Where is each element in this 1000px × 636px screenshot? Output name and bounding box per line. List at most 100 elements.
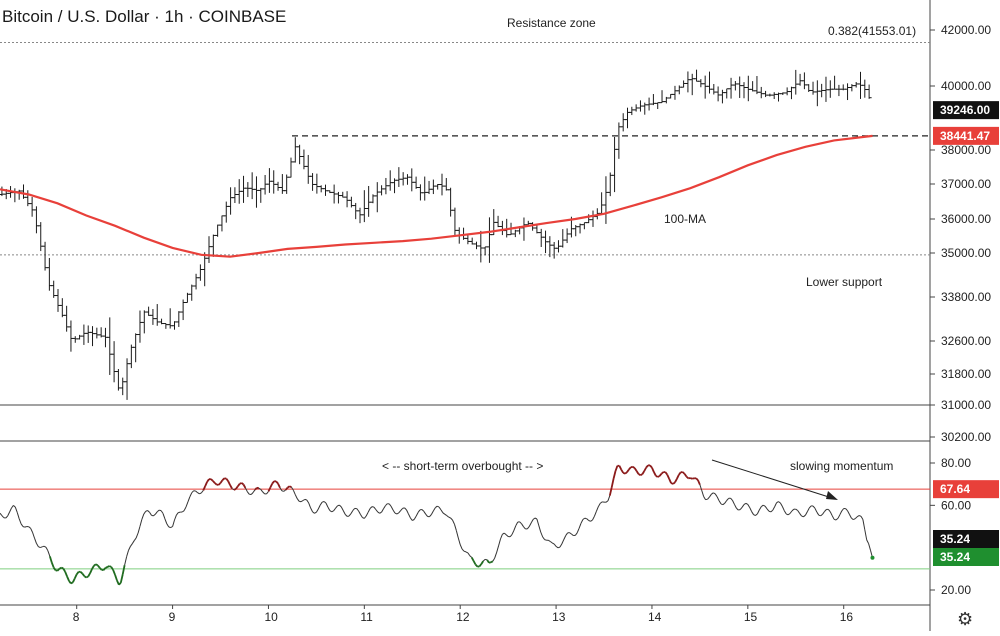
rsi-segment bbox=[125, 557, 127, 566]
rsi-segment bbox=[188, 497, 190, 502]
rsi-segment bbox=[798, 511, 800, 514]
rsi-segment bbox=[520, 522, 522, 524]
rsi-segment bbox=[328, 507, 330, 510]
rsi-segment bbox=[679, 472, 681, 475]
rsi-segment bbox=[744, 503, 746, 504]
rsi-segment bbox=[493, 558, 495, 561]
price-tick-label: 42000.00 bbox=[941, 23, 991, 37]
rsi-segment bbox=[796, 509, 798, 510]
rsi-segment bbox=[228, 481, 230, 485]
price-pane: Resistance zone0.382(41553.01)100-MALowe… bbox=[0, 16, 930, 405]
rsi-segment bbox=[642, 471, 644, 474]
rsi-segment bbox=[468, 553, 470, 556]
rsi-segment bbox=[583, 518, 585, 519]
rsi-segment bbox=[464, 551, 466, 552]
rsi-segment bbox=[29, 527, 31, 529]
rsi-segment bbox=[330, 511, 332, 512]
rsi-segment bbox=[612, 479, 614, 488]
rsi-segment bbox=[700, 485, 702, 491]
rsi-segment bbox=[119, 583, 121, 585]
rsi-segment bbox=[476, 565, 478, 567]
rsi-segment bbox=[704, 497, 706, 500]
rsi-segment bbox=[401, 508, 403, 510]
rsi-segment bbox=[416, 513, 418, 517]
rsi-segment bbox=[529, 523, 531, 527]
rsi-segment bbox=[115, 575, 117, 581]
rsi-segment bbox=[819, 515, 821, 516]
rsi-segment bbox=[100, 568, 102, 570]
rsi-segment bbox=[458, 538, 460, 545]
rsi-segment bbox=[571, 534, 573, 536]
rsi-segment bbox=[372, 507, 374, 508]
rsi-segment bbox=[234, 489, 236, 490]
rsi-segment bbox=[422, 510, 424, 512]
rsi-segment bbox=[619, 466, 621, 470]
rsi-segment bbox=[702, 491, 704, 497]
rsi-segment bbox=[660, 474, 662, 476]
rsi-segment bbox=[144, 511, 146, 514]
rsi-segment bbox=[385, 504, 387, 506]
rsi-segment bbox=[361, 515, 363, 518]
price-tick-label: 30200.00 bbox=[941, 430, 991, 444]
rsi-segment bbox=[407, 510, 409, 514]
rsi-segment bbox=[495, 553, 497, 559]
rsi-segment bbox=[533, 518, 535, 520]
rsi-segment bbox=[813, 506, 815, 508]
rsi-segment bbox=[96, 564, 98, 565]
rsi-segment bbox=[853, 519, 855, 520]
rsi-segment bbox=[635, 468, 637, 471]
rsi-segment bbox=[44, 546, 46, 547]
rsi-segment bbox=[136, 533, 138, 538]
rsi-segment bbox=[545, 540, 547, 541]
rsi-segment bbox=[391, 507, 393, 511]
rsi-segment bbox=[455, 524, 457, 530]
rsi-segment bbox=[184, 507, 186, 511]
rsi-segment bbox=[186, 502, 188, 507]
rsi-segment bbox=[178, 512, 180, 513]
rsi-segment bbox=[677, 475, 679, 479]
rsi-segment bbox=[800, 513, 802, 516]
rsi-segment bbox=[278, 484, 280, 488]
rsi-segment bbox=[71, 582, 73, 583]
rsi-segment bbox=[98, 565, 100, 567]
rsi-segment bbox=[589, 521, 591, 522]
rsi-segment bbox=[775, 503, 777, 507]
rsi-segment bbox=[710, 494, 712, 497]
rsi-segment bbox=[23, 527, 25, 528]
rsi-segment bbox=[61, 568, 63, 569]
gear-icon[interactable]: ⚙ bbox=[957, 609, 973, 629]
rsi-segment bbox=[157, 510, 159, 512]
rsi-segment bbox=[627, 470, 629, 473]
rsi-segment bbox=[320, 502, 322, 505]
rsi-segment bbox=[750, 508, 752, 512]
rsi-segment bbox=[431, 511, 433, 515]
settings-button[interactable]: ⚙ bbox=[957, 609, 973, 629]
rsi-segment bbox=[487, 560, 489, 563]
rsi-segment bbox=[782, 507, 784, 511]
rsi-segment bbox=[711, 493, 713, 494]
rsi-segment bbox=[290, 486, 292, 487]
rsi-segment bbox=[424, 511, 426, 514]
rsi-segment bbox=[303, 499, 305, 500]
rsi-segment bbox=[357, 509, 359, 511]
rsi-segment bbox=[560, 544, 562, 547]
rsi-segment bbox=[562, 540, 564, 544]
rsi-segment bbox=[222, 478, 224, 480]
rsi-segment bbox=[637, 471, 639, 474]
rsi-segment bbox=[163, 513, 165, 518]
rsi-segment bbox=[297, 499, 299, 502]
rsi-segment bbox=[713, 493, 715, 494]
rsi-segment bbox=[19, 519, 21, 524]
rsi-segment bbox=[83, 574, 85, 577]
rsi-segment bbox=[272, 481, 274, 483]
rsi-segment bbox=[167, 524, 169, 527]
rsi-segment bbox=[408, 514, 410, 518]
rsi-tick-label: 80.00 bbox=[941, 456, 971, 470]
rsi-segment bbox=[690, 478, 692, 479]
x-tick-label: 16 bbox=[840, 610, 854, 624]
x-tick-label: 15 bbox=[744, 610, 758, 624]
rsi-segment bbox=[339, 505, 341, 507]
rsi-segment bbox=[263, 492, 265, 494]
rsi-segment bbox=[577, 528, 579, 533]
